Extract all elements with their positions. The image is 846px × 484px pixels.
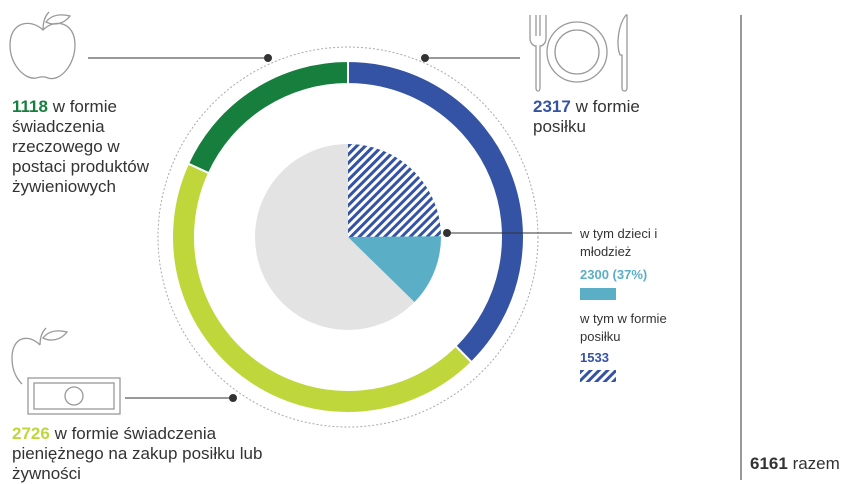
inner-value: 2300 (37%) (580, 267, 648, 282)
connectors (88, 15, 742, 480)
donut-segment (186, 59, 349, 175)
inner-wedge (348, 144, 441, 237)
legend-swatch (580, 370, 616, 382)
inner-value: 1533 (580, 350, 609, 365)
total-label: 6161 razem (750, 454, 840, 473)
segment-label: 2726 w formie świadczenia pieniężnego na… (12, 424, 263, 483)
segment-label: 1118 w formie świadczenia rzeczowego w p… (12, 97, 150, 196)
inner-label: w tym dzieci i młodzież (580, 226, 658, 259)
inner-label: w tym w formie posiłku (580, 311, 667, 344)
segment-label: 2317 w formie posiłku (533, 97, 640, 136)
icons (9, 11, 628, 415)
legend-swatch (580, 288, 616, 300)
dashed-ring (157, 46, 539, 428)
